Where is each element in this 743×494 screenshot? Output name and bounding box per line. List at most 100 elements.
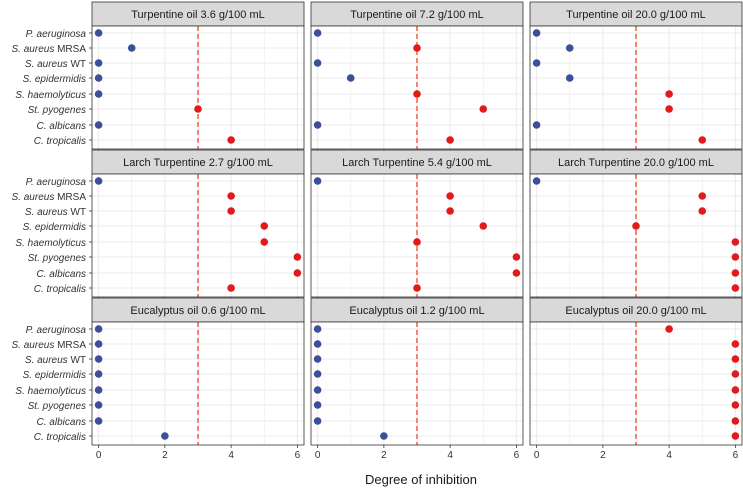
data-point — [94, 355, 103, 363]
panel-border — [529, 173, 743, 298]
data-point — [665, 325, 673, 333]
y-tick-label: S. aureus MRSA — [12, 340, 87, 351]
y-tick-label: P. aeruginosa — [26, 325, 87, 336]
facet-title: Larch Turpentine 20.0 g/100 mL — [558, 157, 714, 169]
data-point — [731, 370, 740, 378]
y-tick-label: S. aureus WT — [25, 355, 86, 366]
data-point — [94, 401, 103, 409]
facet-strip — [529, 297, 743, 323]
y-tick-label: C. albicans — [37, 269, 86, 280]
data-point — [94, 370, 103, 378]
x-tick-label: 0 — [315, 450, 321, 461]
facet-panel: Eucalyptus oil 1.2 g/100 mL 0 2 4 6 — [310, 297, 524, 461]
facet-strip — [310, 1, 524, 27]
data-point — [260, 238, 269, 246]
facet-title: Larch Turpentine 2.7 g/100 mL — [123, 157, 273, 169]
facet-strip — [310, 297, 524, 323]
data-point — [532, 59, 541, 67]
data-point — [413, 238, 421, 246]
data-point — [161, 432, 169, 440]
facet-title: Eucalyptus oil 20.0 g/100 mL — [565, 305, 706, 317]
data-point — [227, 284, 235, 292]
data-point — [479, 222, 488, 230]
y-tick-label: S. aureus WT — [25, 59, 86, 70]
panel-border — [91, 25, 305, 150]
data-point — [731, 401, 740, 409]
data-point — [313, 386, 322, 394]
panel-border — [310, 173, 524, 298]
data-point — [127, 44, 136, 52]
x-tick-label: 6 — [733, 450, 739, 461]
x-tick-label: 2 — [600, 450, 606, 461]
data-point — [413, 284, 421, 292]
x-axis-title: Degree of inhibition — [365, 472, 477, 487]
y-tick-label: C. albicans — [37, 121, 86, 132]
y-tick-label: P. aeruginosa — [26, 177, 87, 188]
data-point — [94, 325, 103, 333]
data-point — [731, 284, 740, 292]
data-point — [94, 177, 103, 185]
y-tick-label: C. tropicalis — [34, 432, 86, 443]
panel-border — [310, 321, 524, 446]
data-point — [94, 59, 103, 67]
data-point — [731, 432, 740, 440]
data-point — [293, 253, 302, 261]
data-point — [94, 90, 103, 98]
data-point — [731, 417, 740, 425]
y-tick-label: S. aureus MRSA — [12, 192, 87, 203]
data-point — [512, 253, 521, 261]
data-point — [313, 121, 322, 129]
facet-panel: Turpentine oil 3.6 g/100 mL P. aeruginosa… — [12, 1, 305, 165]
y-tick-label: S. epidermidis — [23, 74, 86, 85]
facet-strip — [529, 149, 743, 175]
facet-title: Turpentine oil 20.0 g/100 mL — [566, 9, 706, 21]
data-point — [731, 269, 740, 277]
data-point — [532, 177, 541, 185]
facet-strip — [529, 1, 743, 27]
data-point — [731, 253, 740, 261]
y-tick-label: S. aureus WT — [25, 207, 86, 218]
data-point — [380, 432, 388, 440]
y-tick-label: S. haemolyticus — [15, 238, 86, 249]
data-point — [313, 370, 322, 378]
x-tick-label: 0 — [534, 450, 540, 461]
facet-strip — [91, 297, 305, 323]
x-tick-label: 2 — [162, 450, 168, 461]
data-point — [413, 90, 421, 98]
facet-panel: Larch Turpentine 2.7 g/100 mL P. aerugino… — [12, 149, 305, 313]
facet-title: Eucalyptus oil 1.2 g/100 mL — [349, 305, 484, 317]
data-point — [698, 192, 707, 200]
data-point — [731, 386, 740, 394]
y-tick-label: S. epidermidis — [23, 222, 86, 233]
data-point — [532, 121, 541, 129]
data-point — [446, 136, 454, 144]
data-point — [565, 44, 574, 52]
x-tick-label: 4 — [228, 450, 234, 461]
y-tick-label: C. tropicalis — [34, 284, 86, 295]
data-point — [731, 355, 740, 363]
data-point — [313, 29, 322, 37]
data-point — [313, 325, 322, 333]
x-tick-label: 6 — [514, 450, 520, 461]
facet-strip — [91, 149, 305, 175]
facet-title: Eucalyptus oil 0.6 g/100 mL — [130, 305, 265, 317]
data-point — [313, 177, 322, 185]
data-point — [94, 74, 103, 82]
panel-border — [91, 321, 305, 446]
y-tick-label: S. haemolyticus — [15, 386, 86, 397]
data-point — [479, 105, 488, 113]
y-tick-label: C. tropicalis — [34, 136, 86, 147]
x-tick-label: 4 — [666, 450, 672, 461]
panel-border — [529, 321, 743, 446]
data-point — [194, 105, 202, 113]
y-tick-label: C. albicans — [37, 417, 86, 428]
data-point — [293, 269, 302, 277]
data-point — [313, 401, 322, 409]
data-point — [512, 269, 521, 277]
y-tick-label: S. epidermidis — [23, 370, 86, 381]
panel-border — [310, 25, 524, 150]
